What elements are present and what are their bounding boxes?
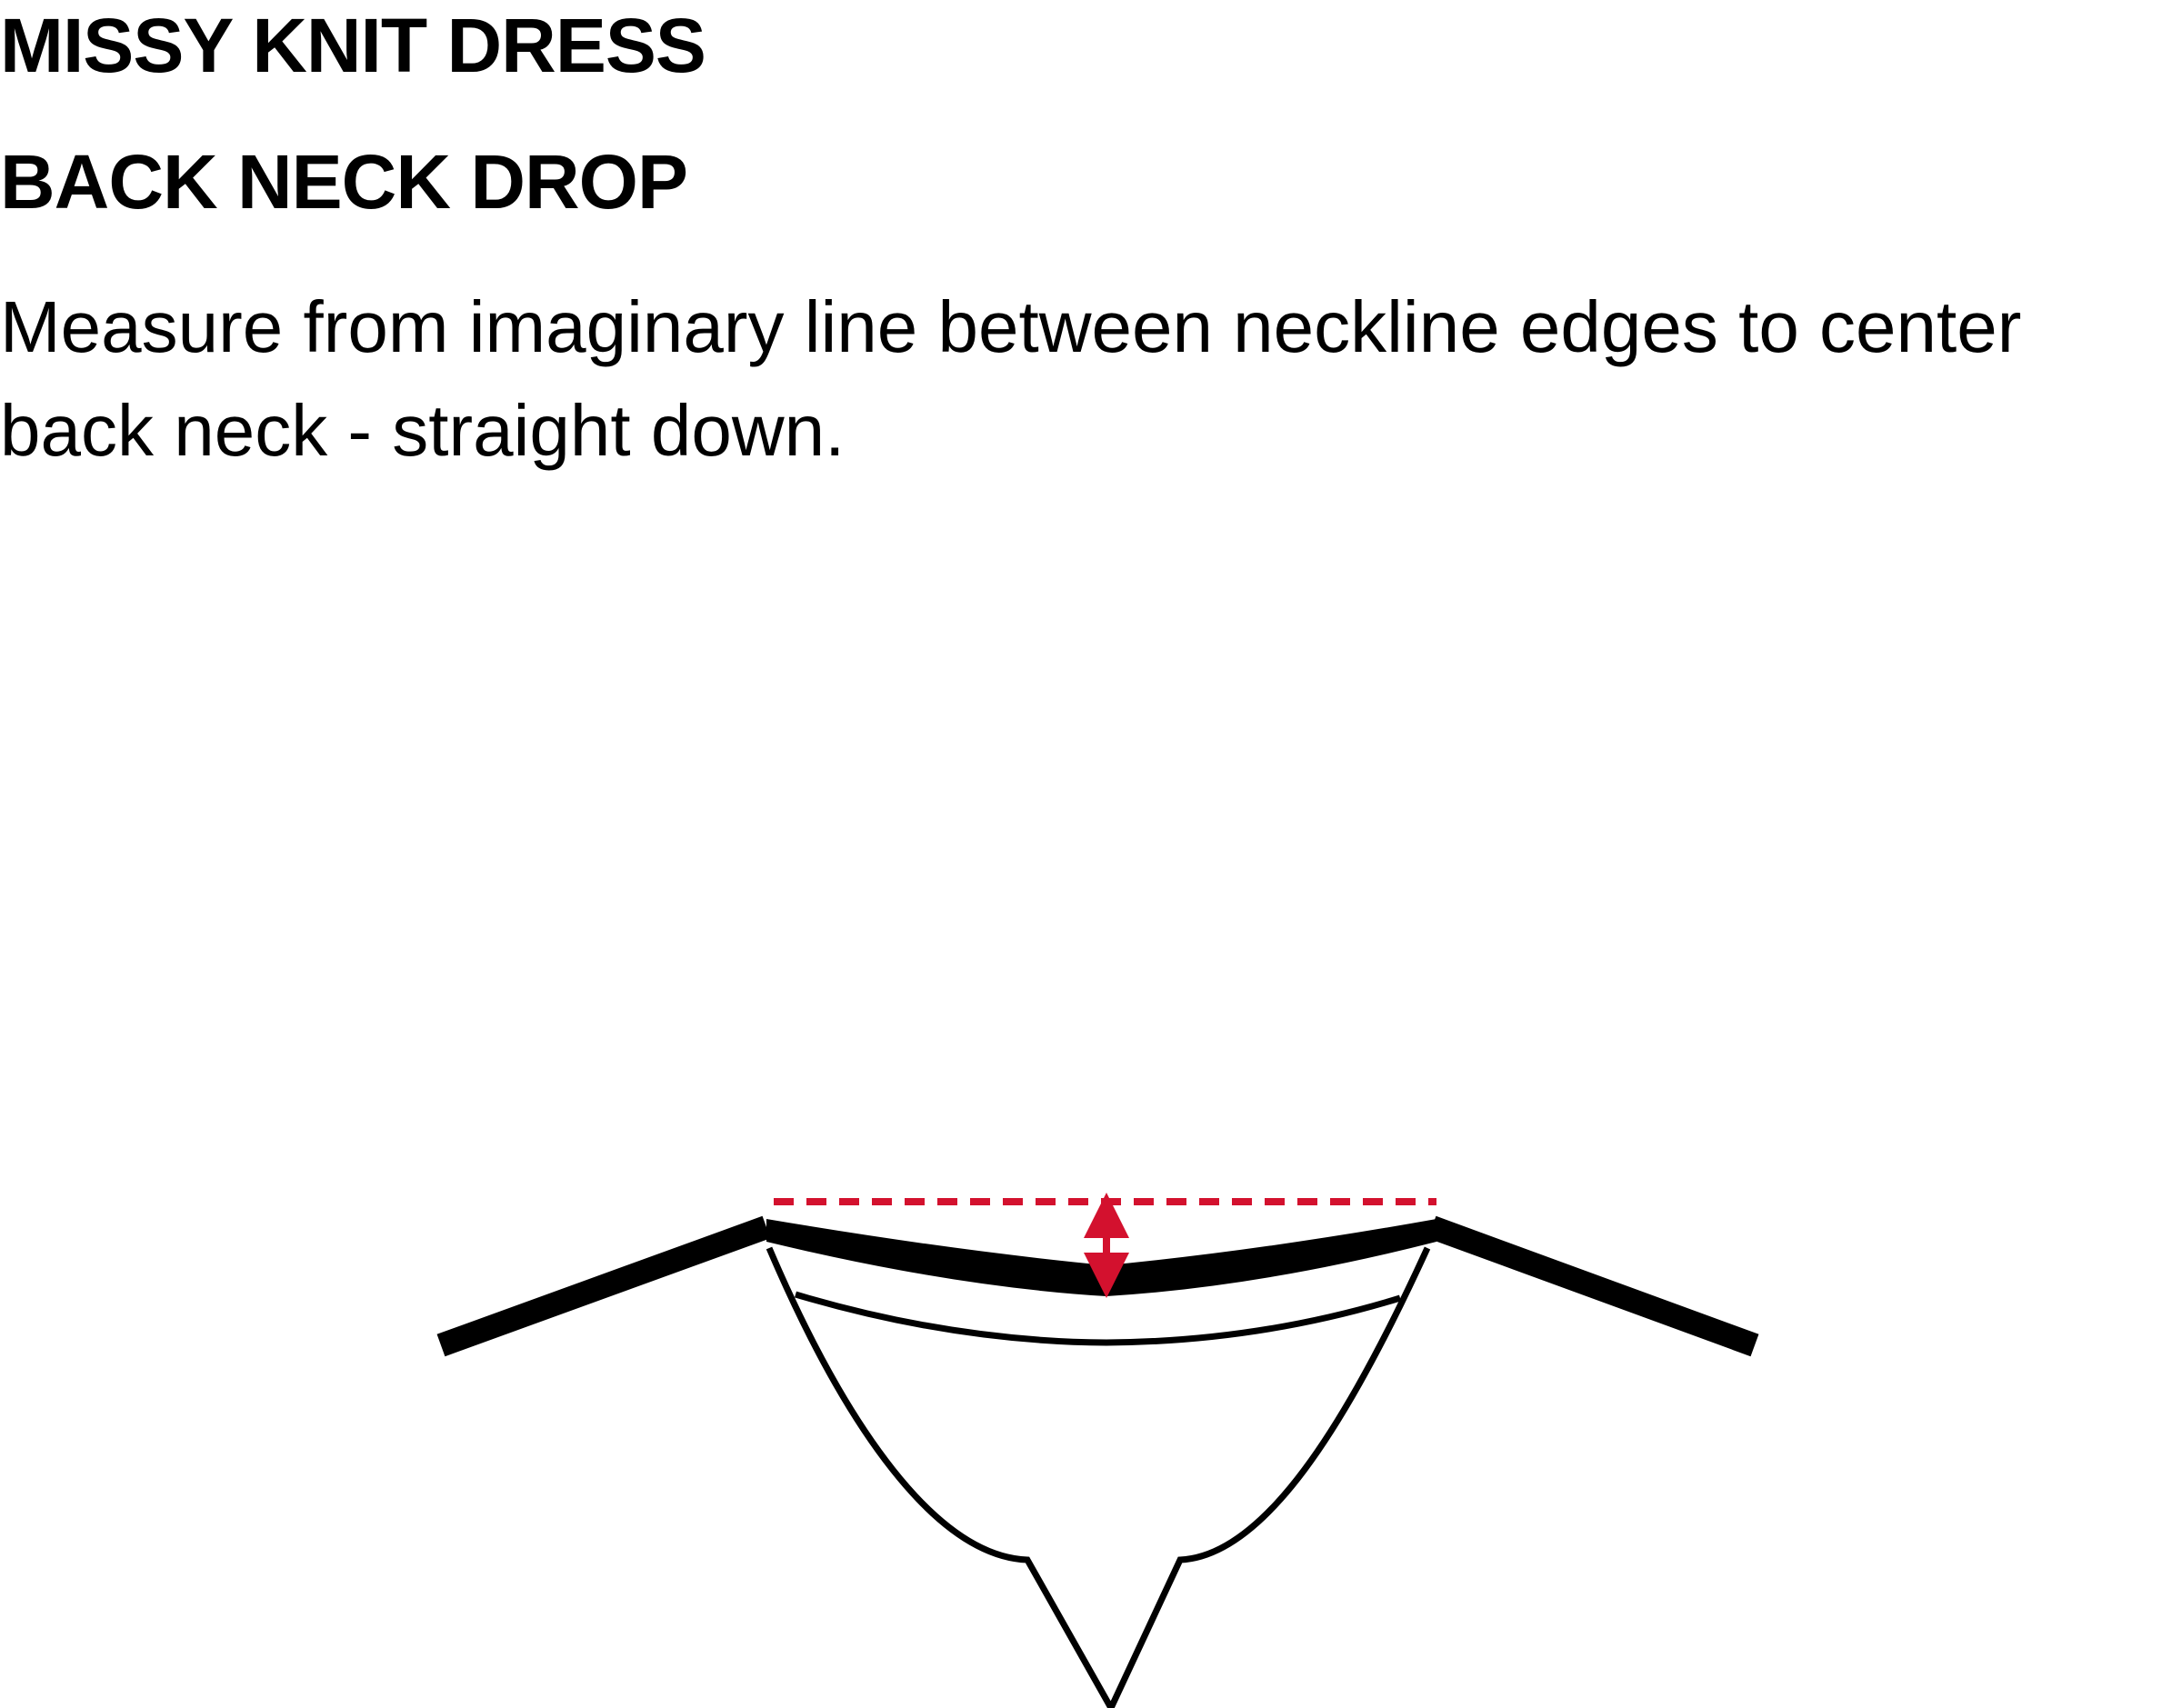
measurement-instructions: Measure from imaginary line between neck…	[0, 286, 2022, 471]
left-shoulder-line	[436, 1215, 771, 1357]
inner-body-outline	[766, 1246, 1431, 1708]
right-shoulder-line	[1427, 1215, 1759, 1357]
measurement-name: BACK NECK DROP	[0, 139, 688, 225]
measurement-double-arrow-icon	[1084, 1193, 1129, 1298]
neckline-binding-line	[795, 1291, 1402, 1346]
back-neckline-band	[766, 1219, 1436, 1296]
garment-title: MISSY KNIT DRESS	[0, 3, 706, 88]
